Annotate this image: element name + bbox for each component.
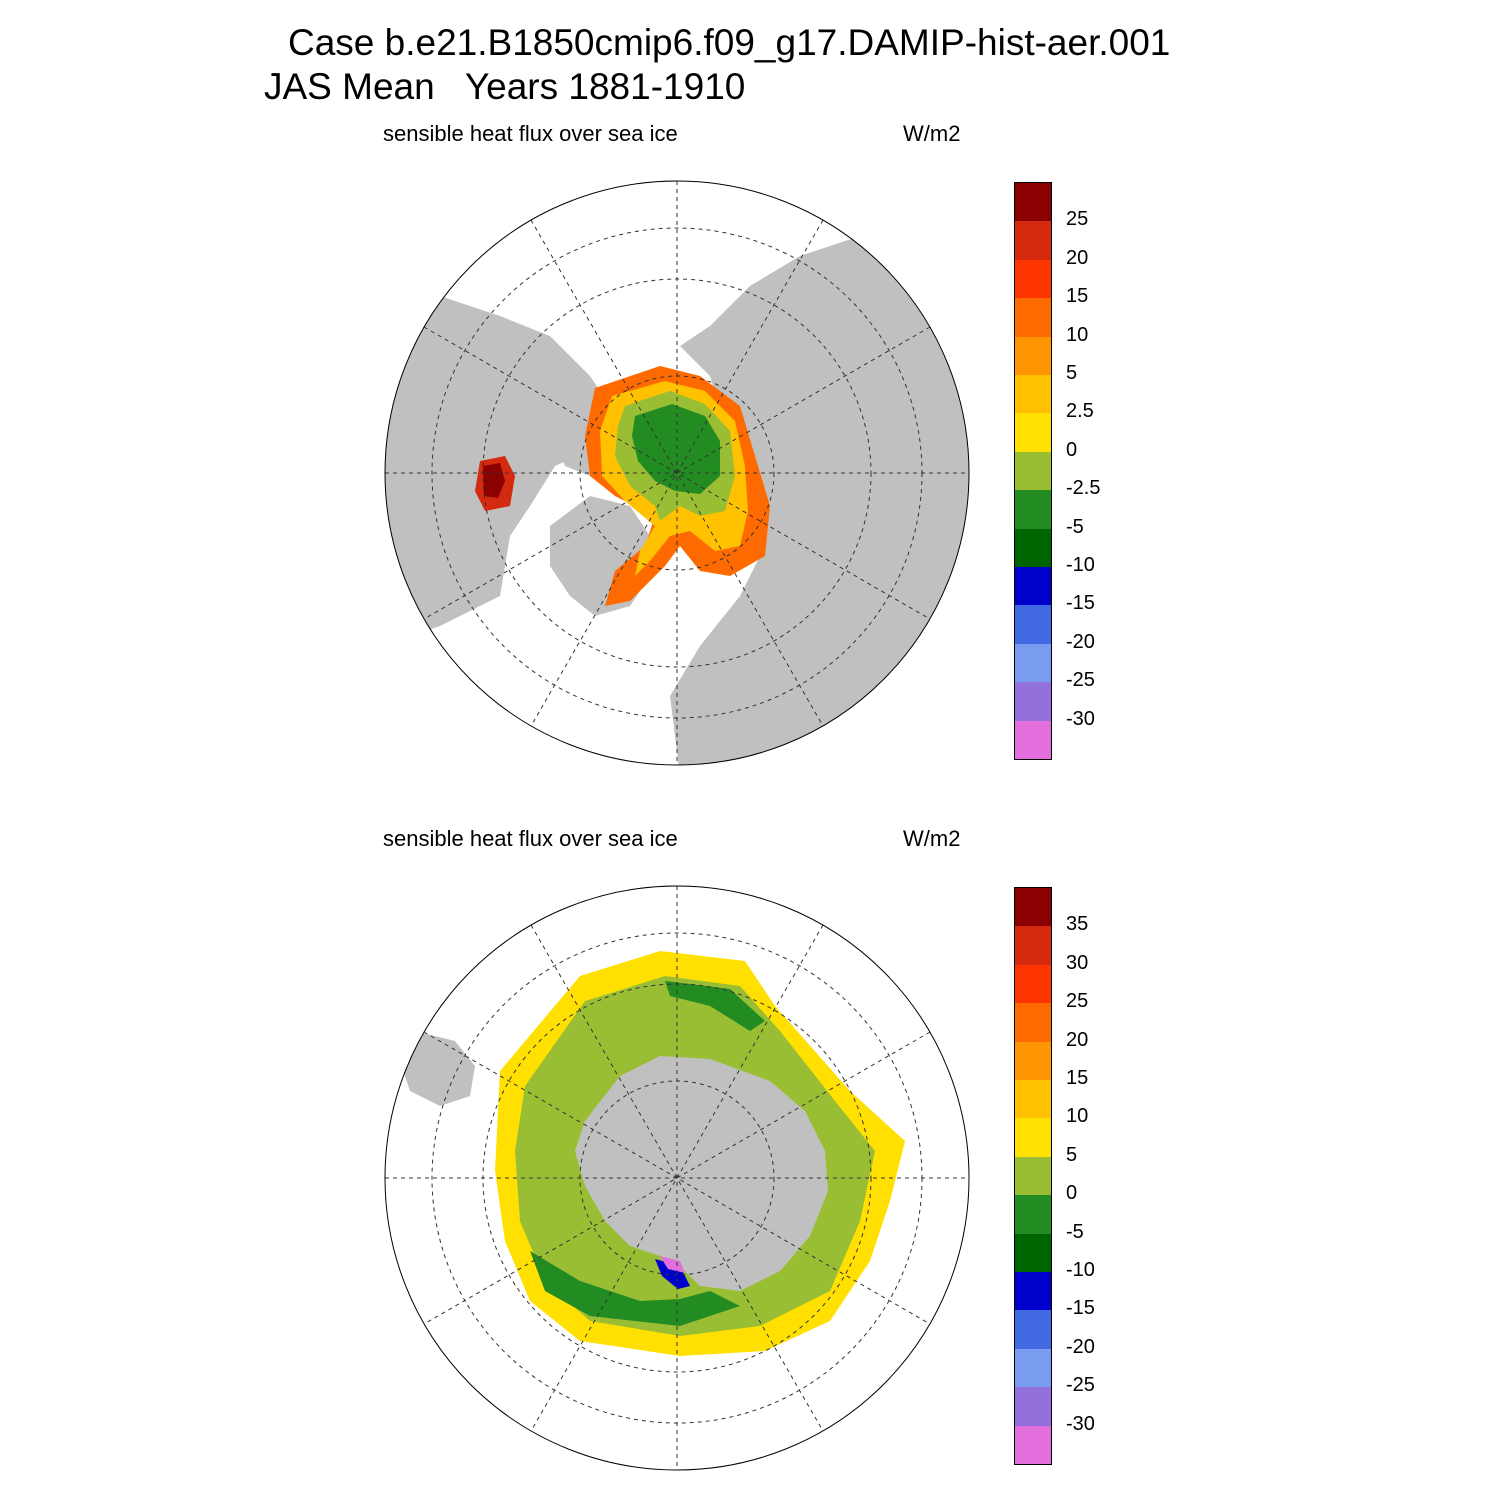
south-ice-green-top	[665, 981, 765, 1031]
north-ice-green	[632, 404, 720, 494]
colorbar-box	[1014, 374, 1052, 414]
colorbar-label: 30	[1066, 951, 1089, 974]
colorbar-box	[1014, 220, 1052, 260]
colorbar-label: 20	[1066, 246, 1089, 269]
units-label: W/m2	[903, 826, 961, 851]
variable-title: sensible heat flux over sea ice	[383, 121, 678, 146]
panel-south: sensible heat flux over sea ice W/m2	[0, 705, 1500, 1495]
colorbar-label: 10	[1066, 1105, 1089, 1128]
colorbar-label: -20	[1066, 1335, 1095, 1358]
panel-north: sensible heat flux over sea ice W/m2	[383, 121, 1101, 766]
colorbar-box	[1014, 1271, 1052, 1311]
colorbar-label: 2.5	[1066, 400, 1094, 423]
colorbar-box	[1014, 1386, 1052, 1426]
colorbar-north	[1014, 182, 1052, 760]
colorbar-south	[1014, 887, 1052, 1465]
colorbar-label: -2.5	[1066, 477, 1101, 500]
colorbar-label: 20	[1066, 1028, 1089, 1051]
colorbar-label: -10	[1066, 1259, 1095, 1281]
colorbar-label: -5	[1066, 1220, 1084, 1243]
colorbar-label: -25	[1066, 1374, 1095, 1397]
colorbar-box	[1014, 925, 1052, 965]
south-polar-map	[384, 885, 970, 1471]
colorbar-box	[1014, 258, 1052, 299]
colorbar-label: -30	[1066, 1412, 1095, 1435]
colorbar-box	[1014, 1309, 1052, 1349]
colorbar-box	[1014, 450, 1052, 491]
colorbar-label: -25	[1066, 669, 1095, 692]
colorbar-label: -20	[1066, 630, 1095, 653]
units-label: W/m2	[903, 121, 961, 146]
land-south-america-tip	[400, 1031, 475, 1106]
colorbar-box	[1014, 527, 1052, 567]
colorbar-label: 0	[1066, 1182, 1078, 1205]
colorbar-box	[1014, 1079, 1052, 1119]
colorbar-label: 15	[1066, 285, 1089, 308]
colorbar-box	[1014, 1424, 1052, 1465]
colorbar-box	[1014, 719, 1052, 760]
colorbar-label: 35	[1066, 913, 1089, 936]
colorbar-label: -30	[1066, 707, 1095, 730]
colorbar-label: -15	[1066, 1297, 1095, 1320]
south-ice-dark-green-band	[530, 1251, 740, 1326]
colorbar-label: 10	[1066, 323, 1089, 346]
south-coastal-purple	[660, 1256, 685, 1273]
colorbar-box	[1014, 566, 1052, 606]
variable-title: sensible heat flux over sea ice	[383, 826, 678, 851]
colorbar-box	[1014, 489, 1052, 529]
colorbar-box	[1014, 1347, 1052, 1388]
south-coastal-blue	[655, 1259, 690, 1289]
colorbar-box	[1014, 1232, 1052, 1272]
north-hudson-bay-core	[483, 463, 505, 498]
colorbar-box	[1014, 1117, 1052, 1157]
colorbar-box	[1014, 604, 1052, 644]
colorbar-label: 25	[1066, 990, 1089, 1013]
graticule	[385, 886, 969, 1470]
colorbar-box	[1014, 1155, 1052, 1196]
colorbar-box	[1014, 412, 1052, 452]
colorbar-label: 5	[1066, 1143, 1078, 1166]
graticule	[385, 181, 969, 765]
colorbar-label: -10	[1066, 554, 1095, 576]
land-eurasia	[670, 236, 969, 765]
colorbar-box	[1014, 642, 1052, 683]
colorbar-box	[1014, 963, 1052, 1004]
colorbar-box	[1014, 681, 1052, 721]
main-title-case: Case b.e21.B1850cmip6.f09_g17.DAMIP-hist…	[288, 22, 1171, 63]
colorbar-label: -15	[1066, 592, 1095, 615]
colorbar-label: 15	[1066, 1067, 1089, 1089]
colorbar-box	[1014, 1040, 1052, 1080]
colorbar-label: -5	[1066, 515, 1084, 538]
colorbar-box	[1014, 887, 1052, 927]
main-title-period: JAS Mean Years 1881-1910	[264, 66, 746, 107]
colorbar-box	[1014, 297, 1052, 337]
land-antarctica	[575, 1056, 828, 1291]
colorbar-label: 25	[1066, 208, 1089, 231]
colorbar-label: 5	[1066, 362, 1078, 384]
colorbar-box	[1014, 1002, 1052, 1042]
colorbar-box	[1014, 182, 1052, 222]
colorbar-label: 0	[1066, 438, 1078, 461]
colorbar-box	[1014, 335, 1052, 375]
north-polar-map	[384, 180, 970, 766]
colorbar-box	[1014, 1194, 1052, 1234]
